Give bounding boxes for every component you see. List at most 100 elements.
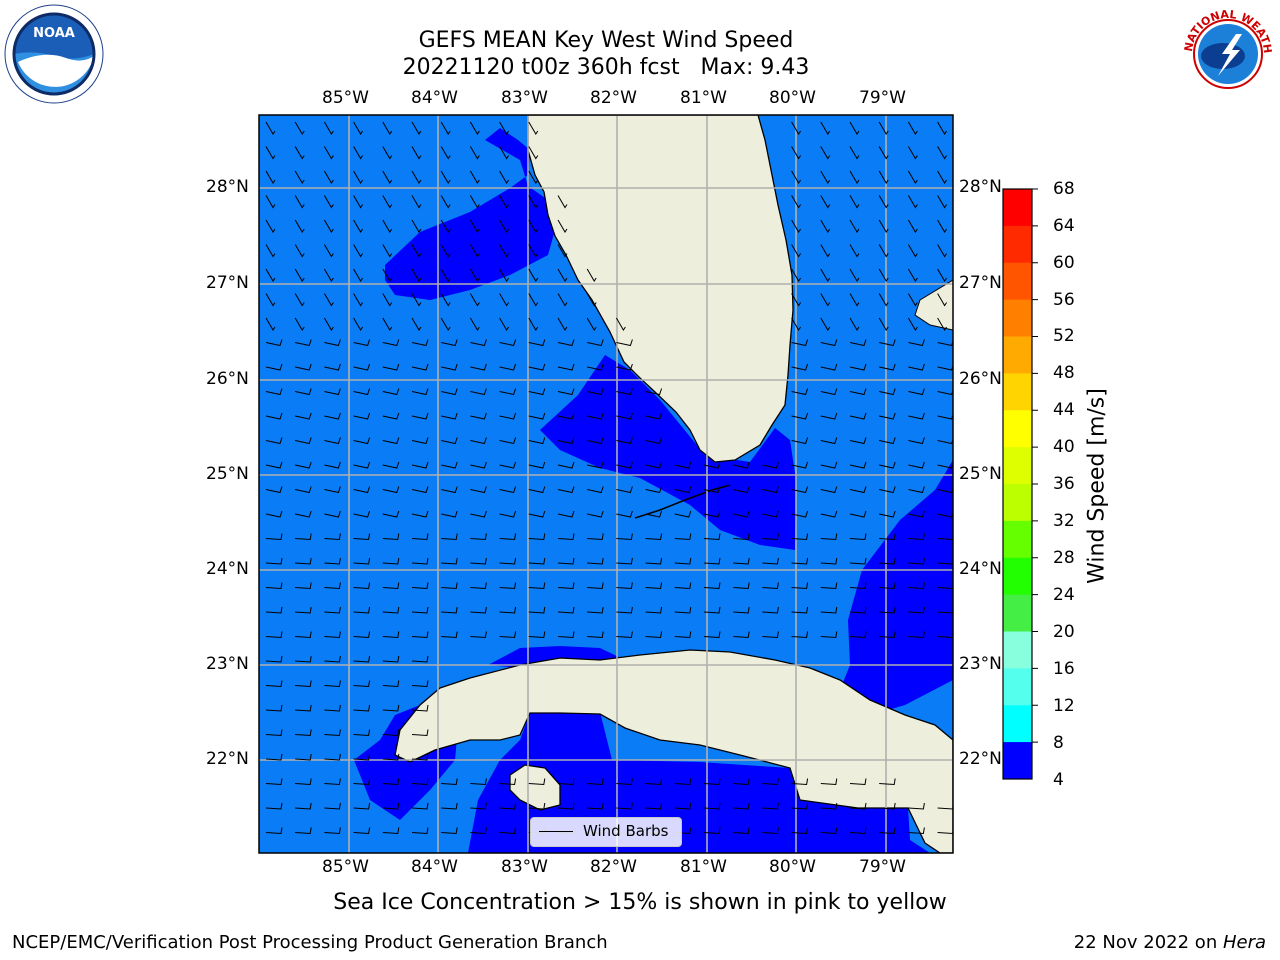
wind-barb xyxy=(908,363,925,371)
wind-barb xyxy=(908,802,925,810)
wind-barb xyxy=(441,533,458,541)
wind-barb xyxy=(382,753,400,761)
wind-barb xyxy=(469,146,480,160)
wind-barb xyxy=(587,802,604,810)
wind-barb xyxy=(879,557,896,565)
wind-barb xyxy=(295,339,312,347)
wind-barb xyxy=(849,146,860,160)
wind-barb xyxy=(470,510,487,518)
wind-barb xyxy=(587,339,604,347)
wind-barb xyxy=(441,339,458,347)
wind-barb xyxy=(879,827,896,835)
wind-barb xyxy=(908,557,925,565)
wind-barb xyxy=(499,582,517,590)
wind-barb xyxy=(411,631,429,639)
wind-barb xyxy=(879,802,896,810)
wind-barb xyxy=(265,461,283,469)
wind-barb xyxy=(353,510,371,518)
wind-barb xyxy=(879,363,896,371)
wind-barb xyxy=(382,802,400,810)
wind-barb xyxy=(295,704,312,712)
wind-barb xyxy=(645,582,663,590)
wind-barb xyxy=(353,268,364,282)
wind-barb xyxy=(324,778,341,786)
wind-barb xyxy=(353,461,371,469)
wind-barb xyxy=(382,195,393,209)
wind-barb xyxy=(849,827,867,835)
wind-barb xyxy=(353,388,371,396)
wind-barb xyxy=(528,170,539,184)
wind-barb xyxy=(791,363,809,371)
colorbar-tick: 32 xyxy=(1053,511,1075,531)
wind-barb xyxy=(616,363,633,371)
wind-barb xyxy=(733,631,750,639)
wind-barb xyxy=(411,729,429,737)
wind-barb xyxy=(878,244,889,258)
wind-barb xyxy=(382,339,400,347)
wind-barb xyxy=(878,219,889,233)
wind-barb xyxy=(528,339,546,347)
colorbar-swatch xyxy=(1003,336,1032,374)
colorbar-tick: 20 xyxy=(1053,622,1075,642)
wind-barb xyxy=(849,170,860,184)
wind-barb xyxy=(587,778,604,786)
wind-barb xyxy=(645,461,663,469)
wind-barb xyxy=(411,317,422,331)
wind-barb xyxy=(295,437,312,445)
isle-of-youth xyxy=(509,764,561,811)
footer-date-text: 22 Nov 2022 on xyxy=(1073,932,1223,953)
footer-machine: Hera xyxy=(1222,932,1266,953)
wind-barb xyxy=(703,778,721,786)
colorbar xyxy=(1003,188,1038,780)
lon-label-top: 79°W xyxy=(859,88,906,108)
footer-credit: NCEP/EMC/Verification Post Processing Pr… xyxy=(12,932,608,953)
wind-barb xyxy=(557,606,575,614)
wind-barb xyxy=(849,412,867,420)
wind-barb xyxy=(791,317,802,331)
wind-barb xyxy=(616,437,633,445)
wind-barb xyxy=(528,363,546,371)
wind-barb xyxy=(733,510,750,518)
wind-barb xyxy=(265,827,283,835)
wind-barb xyxy=(937,293,948,307)
wind-barb xyxy=(353,195,364,209)
wind-barb xyxy=(353,753,371,761)
wind-barb xyxy=(265,219,276,233)
wind-barb xyxy=(411,293,422,307)
wind-barb xyxy=(820,557,838,565)
wind-barb xyxy=(820,631,838,639)
wind-barb xyxy=(616,533,633,541)
colorbar-swatch xyxy=(1003,225,1032,264)
wind-barb xyxy=(849,510,867,518)
wind-barb xyxy=(528,582,546,590)
colorbar-tick: 68 xyxy=(1053,179,1075,199)
wind-barb xyxy=(907,170,918,184)
colorbar-swatch xyxy=(1003,484,1032,522)
wind-barb xyxy=(879,606,896,614)
wind-barb xyxy=(616,557,633,565)
florida-land xyxy=(527,115,794,463)
wind-barb xyxy=(820,486,838,494)
wind-barb xyxy=(528,412,546,420)
colorbar-tick: 44 xyxy=(1053,400,1075,420)
wind-barb xyxy=(353,582,371,590)
wind-barb xyxy=(382,510,400,518)
wind-barb xyxy=(382,533,400,541)
wind-barb xyxy=(440,317,451,331)
wind-barb xyxy=(616,582,633,590)
lon-label-bottom: 84°W xyxy=(411,857,458,877)
wind-barb xyxy=(762,461,779,469)
wind-barb xyxy=(441,461,458,469)
lat-label-right: 24°N xyxy=(959,559,1002,579)
wind-barb xyxy=(557,219,568,233)
colorbar-tick: 16 xyxy=(1053,659,1075,679)
wind-barb xyxy=(879,778,896,786)
wind-barb xyxy=(703,582,721,590)
wind-barb xyxy=(323,146,334,160)
wind-barb xyxy=(499,317,510,331)
wind-barb xyxy=(849,461,867,469)
wind-barb xyxy=(645,802,663,810)
wind-barb xyxy=(323,293,334,307)
wind-barb xyxy=(528,557,546,565)
